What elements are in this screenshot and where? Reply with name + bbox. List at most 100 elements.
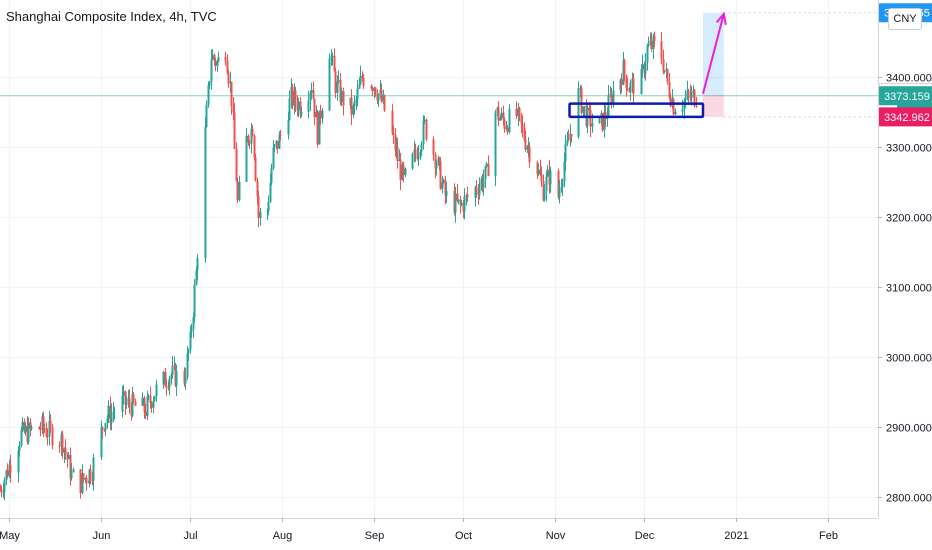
candle-down bbox=[183, 370, 186, 384]
price-axis[interactable]: 3400.000 3300.000 3200.000 3100.000 3000.000… bbox=[878, 0, 932, 550]
candle-up bbox=[598, 117, 601, 124]
time-tick-label: May bbox=[0, 530, 20, 542]
candlestick-series bbox=[0, 31, 698, 501]
candle-up bbox=[278, 134, 281, 149]
candle-down bbox=[235, 148, 238, 182]
candle-up bbox=[546, 169, 549, 177]
candle-down bbox=[87, 482, 90, 484]
candle-down bbox=[567, 139, 570, 141]
candle-up bbox=[207, 85, 210, 106]
candle-down bbox=[650, 40, 653, 50]
candle-down bbox=[276, 140, 279, 149]
candle-up bbox=[411, 153, 414, 169]
candle-down bbox=[82, 473, 85, 480]
candle-down bbox=[291, 86, 294, 106]
candle-down bbox=[143, 397, 146, 412]
candle-up bbox=[352, 105, 355, 115]
candle-up bbox=[417, 153, 420, 159]
candle-down bbox=[149, 395, 152, 403]
candle-up bbox=[435, 164, 438, 169]
price-tick-label: 3000.000 bbox=[886, 353, 932, 365]
chart-grid bbox=[0, 0, 878, 518]
candle-down bbox=[128, 398, 131, 407]
candle-down bbox=[666, 69, 669, 82]
candle-down bbox=[520, 113, 523, 124]
candle-up bbox=[422, 121, 425, 145]
candle-up bbox=[646, 45, 649, 63]
candle-up bbox=[526, 147, 529, 150]
candle-down bbox=[134, 401, 137, 406]
candle-down bbox=[312, 90, 315, 99]
candle-up bbox=[162, 371, 165, 385]
last-price-label: 3373.159 bbox=[884, 91, 930, 103]
candle-up bbox=[499, 117, 502, 121]
candle-down bbox=[253, 135, 256, 158]
candle-up bbox=[259, 211, 262, 218]
candle-down bbox=[662, 59, 665, 72]
candle-up bbox=[121, 395, 124, 412]
candle-up bbox=[125, 402, 128, 405]
candle-down bbox=[370, 86, 373, 89]
candle-down bbox=[294, 90, 297, 104]
candle-up bbox=[288, 98, 291, 121]
candle-up bbox=[441, 182, 444, 189]
candle-down bbox=[625, 75, 628, 89]
candle-down bbox=[580, 87, 583, 113]
candle-up bbox=[690, 92, 693, 99]
candle-up bbox=[560, 187, 563, 190]
candle-down bbox=[101, 427, 104, 430]
candle-down bbox=[64, 448, 67, 454]
candle-up bbox=[196, 258, 199, 271]
candle-down bbox=[425, 119, 428, 140]
candle-down bbox=[459, 199, 462, 205]
candle-up bbox=[457, 199, 460, 201]
price-tick-label: 3200.000 bbox=[886, 213, 932, 225]
candle-down bbox=[144, 411, 147, 416]
candle-up bbox=[208, 81, 211, 86]
currency-button[interactable]: CNY bbox=[888, 8, 922, 30]
candle-down bbox=[653, 35, 656, 41]
candle-down bbox=[313, 98, 316, 118]
candle-up bbox=[377, 94, 380, 101]
candle-up bbox=[674, 111, 677, 115]
candle-up bbox=[67, 454, 70, 460]
candle-up bbox=[607, 95, 610, 116]
candle-down bbox=[540, 175, 543, 181]
candle-down bbox=[224, 56, 227, 61]
candle-down bbox=[279, 134, 282, 136]
time-tick-label: Aug bbox=[273, 530, 293, 542]
candle-up bbox=[583, 106, 586, 108]
candle-down bbox=[626, 88, 629, 90]
candle-up bbox=[663, 70, 666, 72]
candle-down bbox=[392, 133, 395, 135]
time-tick-label: Oct bbox=[455, 530, 472, 542]
candle-up bbox=[3, 480, 6, 493]
candle-down bbox=[247, 135, 250, 143]
candle-up bbox=[543, 191, 546, 201]
candle-down bbox=[668, 81, 671, 97]
candle-up bbox=[460, 203, 463, 205]
candle-down bbox=[383, 95, 386, 111]
time-axis[interactable]: May Jun Jul Aug Sep Oct Nov Dec 2021 Feb bbox=[0, 518, 878, 542]
candle-down bbox=[524, 139, 527, 150]
symbol-title: Shanghai Composite Index, 4h, TVC bbox=[6, 9, 217, 24]
candle-down bbox=[165, 386, 168, 388]
candle-up bbox=[217, 56, 220, 62]
candle-up bbox=[70, 472, 73, 479]
candle-up bbox=[423, 119, 426, 122]
candle-up bbox=[591, 123, 594, 127]
candle-up bbox=[454, 193, 457, 213]
candle-up bbox=[267, 201, 270, 211]
candle-down bbox=[319, 110, 322, 119]
candle-up bbox=[463, 196, 466, 212]
candle-down bbox=[439, 161, 442, 189]
candle-down bbox=[85, 478, 88, 483]
candle-down bbox=[39, 429, 42, 431]
candle-down bbox=[213, 55, 216, 61]
candle-down bbox=[236, 181, 239, 200]
drawing-annotations[interactable] bbox=[568, 11, 727, 119]
candle-down bbox=[438, 157, 441, 162]
candle-up bbox=[175, 370, 178, 386]
candle-up bbox=[309, 92, 312, 102]
